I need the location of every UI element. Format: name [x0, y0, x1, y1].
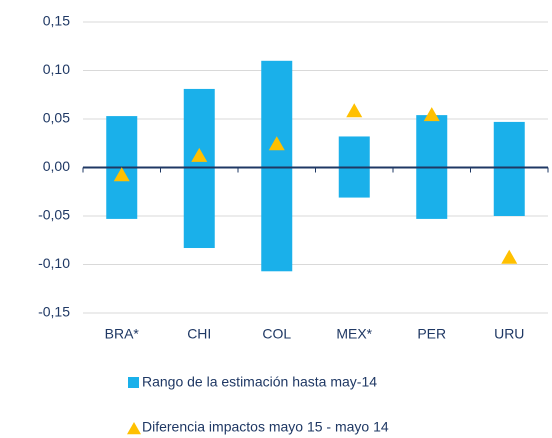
y-tick-label: 0,00: [43, 158, 70, 174]
y-tick-label: 0,05: [43, 110, 70, 126]
x-tick-label: URU: [494, 326, 524, 342]
legend-swatch: [127, 422, 141, 435]
x-tick-label: CHI: [187, 326, 211, 342]
marker: [501, 249, 518, 264]
y-tick-label: -0,05: [38, 207, 70, 223]
x-tick-label: MEX*: [336, 326, 372, 342]
marker: [113, 167, 130, 182]
marker: [423, 107, 440, 122]
bar: [493, 121, 525, 216]
marker: [346, 103, 363, 118]
x-tick-label: COL: [262, 326, 291, 342]
bar: [261, 60, 293, 272]
legend-swatch: [128, 377, 139, 388]
marker: [268, 136, 285, 151]
legend-label: Diferencia impactos mayo 15 - mayo 14: [142, 419, 389, 435]
y-tick-label: 0,15: [43, 13, 70, 29]
y-tick-label: -0,15: [38, 304, 70, 320]
y-tick-label: 0,10: [43, 61, 70, 77]
y-tick-label: -0,10: [38, 255, 70, 271]
x-tick-label: BRA*: [105, 326, 140, 342]
marker: [191, 147, 208, 162]
x-tick-label: PER: [417, 326, 446, 342]
legend-label: Rango de la estimación hasta may-14: [142, 374, 377, 390]
